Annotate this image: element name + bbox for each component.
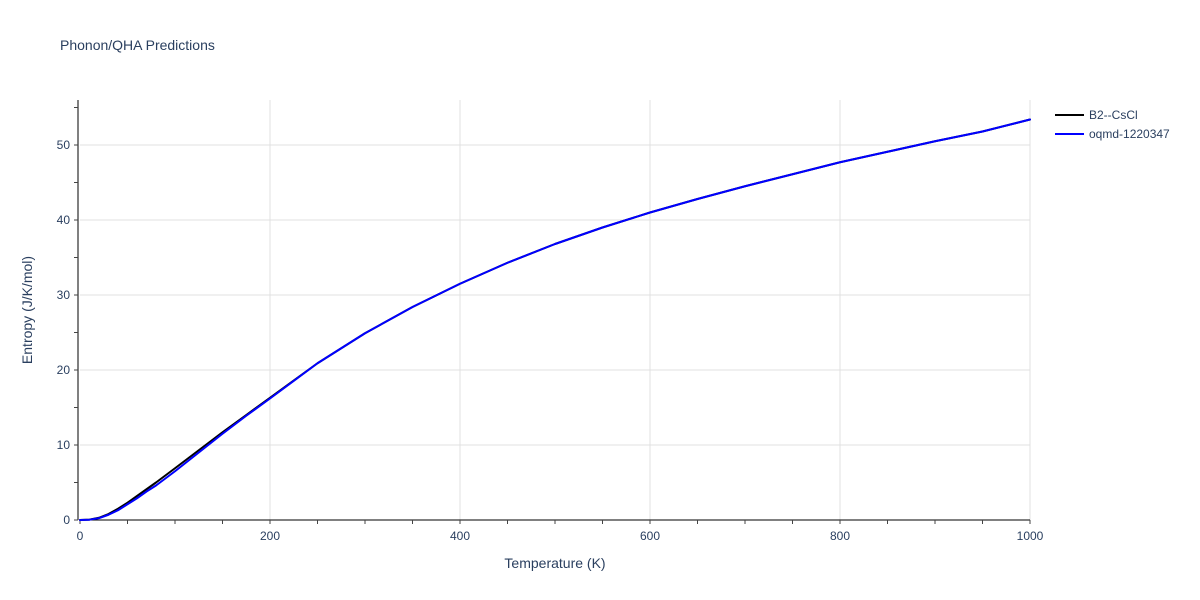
axis-layer: 0 200 400 600 800 1000 0 10 20 30 40 50 (57, 100, 1044, 543)
x-tick-label: 400 (450, 529, 470, 543)
y-tick-label: 30 (57, 288, 71, 302)
grid-layer (80, 100, 1031, 520)
x-tick-label: 200 (260, 529, 280, 543)
y-tick-label: 20 (57, 363, 71, 377)
series-layer (79, 118, 1031, 521)
x-tick-label: 1000 (1017, 529, 1044, 543)
y-tick-label: 40 (57, 213, 71, 227)
legend-label: oqmd-1220347 (1089, 127, 1170, 141)
x-tick-label: 0 (77, 529, 84, 543)
x-axis-title: Temperature (K) (504, 555, 605, 571)
y-axis-title: Entropy (J/K/mol) (19, 256, 35, 364)
y-tick-label: 10 (57, 438, 71, 452)
x-tick-label: 600 (640, 529, 660, 543)
x-tick-label: 800 (830, 529, 850, 543)
chart-title: Phonon/QHA Predictions (60, 37, 215, 53)
series-line-2 (79, 118, 1031, 521)
y-tick-label: 50 (57, 138, 71, 152)
y-tick-label: 0 (63, 513, 70, 527)
legend-label: B2--CsCl (1089, 108, 1138, 122)
legend: B2--CsCl oqmd-1220347 (1055, 108, 1170, 141)
